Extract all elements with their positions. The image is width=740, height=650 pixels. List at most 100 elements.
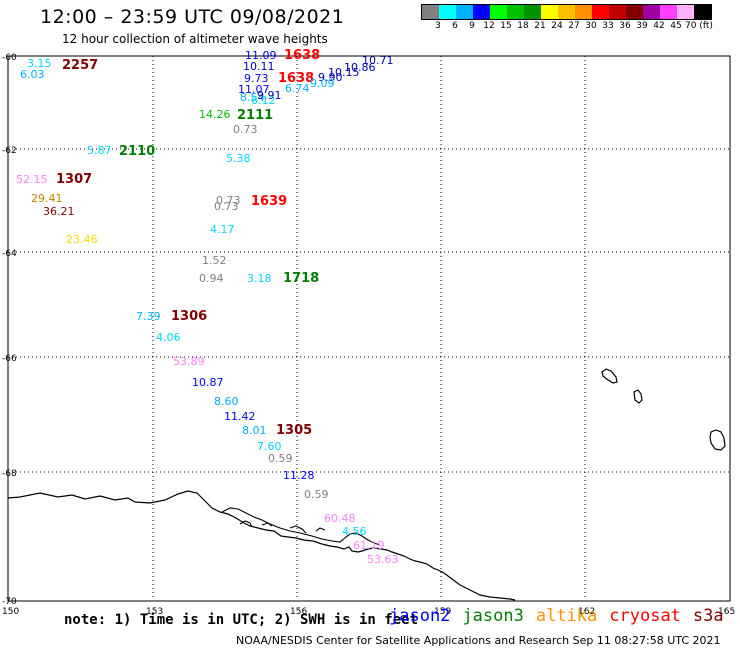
- pass-time-label: 1307: [56, 172, 92, 187]
- wave-height-value: 11.28: [283, 469, 315, 482]
- legend-tick-label: 36: [619, 21, 631, 31]
- legend-swatch: [694, 5, 711, 19]
- legend-tick-label: 39: [636, 21, 648, 31]
- wave-height-value: 0.59: [304, 488, 329, 501]
- wave-height-value: 1.52: [202, 254, 227, 267]
- wave-height-value: 7.60: [257, 440, 282, 453]
- color-scale-legend: [421, 4, 712, 20]
- map-subtitle: 12 hour collection of altimeter wave hei…: [62, 32, 328, 46]
- legend-swatch: [575, 5, 592, 19]
- longitude-tick-label: 162: [578, 607, 595, 617]
- grid-lines: [8, 56, 730, 600]
- legend-swatch: [541, 5, 558, 19]
- wave-height-value: 23.46: [66, 233, 98, 246]
- legend-tick-label: 15: [500, 21, 512, 31]
- legend-tick-label: 42: [653, 21, 665, 31]
- satellite-altika: altika: [535, 606, 598, 626]
- island-1: [601, 368, 618, 384]
- legend-tick-label: 27: [568, 21, 580, 31]
- wave-height-value: 61.19: [353, 539, 385, 552]
- pass-time-label: 1306: [171, 309, 207, 324]
- coastline-peninsula: [221, 507, 381, 546]
- legend-swatch: [422, 5, 439, 19]
- legend-tick-label: 45: [670, 21, 682, 31]
- wave-height-value: 10.71: [362, 54, 394, 67]
- pass-time-label: 1305: [276, 423, 312, 438]
- wave-height-value: 0.59: [268, 452, 293, 465]
- satellite-legend: jason2 jason3 altika cryosat s3a: [389, 606, 736, 626]
- legend-swatch: [490, 5, 507, 19]
- latitude-tick-label: -66: [2, 354, 17, 364]
- wave-height-value: 0.94: [199, 272, 224, 285]
- legend-swatch: [660, 5, 677, 19]
- wave-height-value: 9.09: [310, 77, 335, 90]
- wave-height-value: 9.73: [244, 72, 269, 85]
- wave-height-value: 7.39: [136, 310, 161, 323]
- pass-time-label: 2111: [237, 108, 273, 123]
- legend-tick-label: 21: [534, 21, 546, 31]
- map-frame: [7, 55, 731, 602]
- legend-swatch: [626, 5, 643, 19]
- wave-height-value: 9.90: [318, 71, 343, 84]
- satellite-s3a: s3a: [692, 606, 724, 626]
- wave-height-value: 11.07: [238, 83, 270, 96]
- legend-swatch: [609, 5, 626, 19]
- latitude-tick-label: -64: [2, 249, 17, 259]
- footer-credit: NOAA/NESDIS Center for Satellite Applica…: [236, 634, 721, 647]
- legend-swatch: [524, 5, 541, 19]
- wave-height-value: 8.60: [214, 395, 239, 408]
- wave-height-value: 10.87: [192, 376, 224, 389]
- wave-height-value: 8.54: [240, 91, 265, 104]
- legend-tick-label: 24: [551, 21, 563, 31]
- pass-time-label: 2257: [62, 58, 98, 73]
- legend-tick-label: 33: [602, 21, 614, 31]
- wave-height-value: 4.06: [156, 331, 181, 344]
- wave-height-value: 5.87: [87, 144, 112, 157]
- wave-height-value: 10.15: [328, 66, 360, 79]
- latitude-tick-label: -62: [2, 146, 17, 156]
- wave-height-value: 10.86: [344, 61, 376, 74]
- wave-height-value: 4.17: [210, 223, 235, 236]
- legend-swatch: [592, 5, 609, 19]
- map-title: 12:00 – 23:59 UTC 09/08/2021: [40, 6, 345, 28]
- legend-tick-label: 9: [469, 21, 475, 31]
- longitude-tick-label: 165: [718, 607, 735, 617]
- longitude-tick-label: 153: [146, 607, 163, 617]
- wave-height-value: 5.38: [226, 152, 251, 165]
- legend-tick-label: 18: [517, 21, 529, 31]
- satellite-cryosat: cryosat: [609, 606, 681, 626]
- wave-height-value: 36.21: [43, 205, 75, 218]
- wave-height-value: 8.01: [242, 424, 267, 437]
- wave-height-value: 11.09: [245, 49, 277, 62]
- pass-time-label: 1638: [278, 71, 314, 86]
- wave-height-value: 0.73: [216, 194, 241, 207]
- wave-height-value: 9.91: [257, 89, 282, 102]
- wave-height-value: 53.89: [173, 355, 205, 368]
- wave-height-value: 60.48: [324, 512, 356, 525]
- legend-swatch: [439, 5, 456, 19]
- footer-note: note: 1) Time is in UTC; 2) SWH is in fe…: [64, 612, 419, 628]
- legend-swatch: [643, 5, 660, 19]
- pass-time-label: 1718: [283, 271, 319, 286]
- coastline-islands: [239, 520, 326, 534]
- longitude-tick-label: 150: [2, 607, 19, 617]
- pass-time-label: 1638: [284, 48, 320, 63]
- satellite-jason3: jason3: [462, 606, 524, 626]
- legend-tick-label: 12: [483, 21, 495, 31]
- pass-time-label: 1639: [251, 194, 287, 209]
- legend-swatch: [558, 5, 575, 19]
- island-2: [633, 389, 643, 404]
- legend-swatch: [677, 5, 694, 19]
- island-3: [709, 429, 726, 451]
- coastline-antarctica: [7, 490, 516, 601]
- latitude-tick-label: -70: [2, 597, 17, 607]
- pass-time-label: 2110: [119, 144, 155, 159]
- axis-tick-labels: 150 153 156 159 162 165 -60 -62 -64 -66 -68 -70: [2, 53, 735, 617]
- wave-height-value: 6.12: [251, 94, 276, 107]
- wave-height-value: 3.15: [27, 57, 52, 70]
- wave-height-value: 52.15: [16, 173, 48, 186]
- satellite-jason2: jason2: [389, 606, 451, 626]
- legend-swatch: [507, 5, 524, 19]
